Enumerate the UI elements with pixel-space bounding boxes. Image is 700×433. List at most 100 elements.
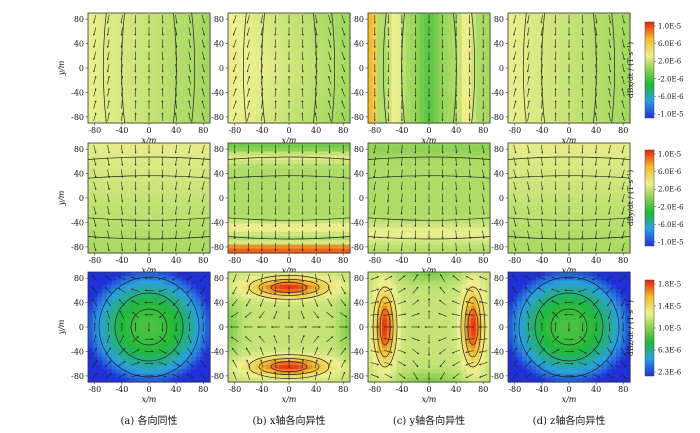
y-tick-label: -80 [71,243,84,252]
heat-cell [205,38,211,44]
heat-cell [485,118,491,124]
heat-cell [139,210,145,216]
heat-cell [242,59,248,65]
heat-cell [246,219,253,224]
heat-cell [274,63,281,69]
heat-cell [331,210,337,216]
vector-arrow [233,88,237,97]
heat-cell [303,151,309,157]
heat-cell [377,240,383,246]
heat-cell [298,240,304,246]
heat-cell [554,68,561,73]
heat-cell [471,13,477,18]
heat-cell [620,51,626,56]
heat-cell [116,89,122,94]
heat-cell [368,159,374,165]
heat-cell [270,219,276,224]
heat-cell [587,76,594,82]
heat-cell [260,42,267,48]
heat-cell [242,214,248,220]
heat-cell [321,172,328,178]
heat-cell [191,181,197,186]
heat-cell [153,93,159,99]
heat-cell [88,227,94,233]
heat-cell [372,38,378,44]
heat-cell [307,227,314,233]
heat-cell [228,240,234,246]
heat-cell [396,219,402,224]
heat-cell [289,29,295,35]
heat-cell [242,164,248,169]
heat-cell [377,76,383,82]
vector-arrow [161,75,164,85]
vector-arrow [107,218,110,227]
heat-cell [326,46,332,52]
heat-cell [522,46,528,52]
heat-cell [400,151,407,157]
heat-cell [414,110,421,116]
heat-cell [382,164,388,169]
heat-cell [270,176,276,182]
heat-cell [130,159,136,165]
heat-cell [102,76,108,82]
heat-cell [429,101,435,107]
heat-cell [475,46,482,52]
heat-cell [382,181,388,186]
heat-cell [587,34,594,39]
heat-cell [251,164,257,169]
heat-cell [270,143,276,148]
heat-cell [615,13,622,18]
heat-cell [256,29,262,35]
heat-cell [265,223,271,229]
heat-cell [149,68,155,73]
heat-cell [386,210,393,216]
heat-cell [615,68,622,73]
vector-arrow [201,230,205,240]
heat-cell [625,93,631,99]
heat-cell [447,93,454,99]
heat-cell [429,118,435,124]
heat-cell [345,25,351,31]
heat-cell [177,189,183,195]
heat-cell [485,68,491,73]
heat-cell [92,101,98,107]
heat-cell [317,13,323,18]
heat-cell [111,59,117,65]
heat-cell [242,151,248,157]
heat-cell [526,42,533,48]
heat-cell [149,147,155,153]
heat-cell [597,114,603,120]
heat-cell [396,51,402,56]
heat-cell [298,231,304,237]
heat-cell [102,227,108,233]
y-tick-label: 0 [79,64,84,73]
heat-cell [326,97,332,103]
heat-cell [396,244,402,250]
heat-cell [111,185,117,191]
heat-cell [620,106,626,111]
vector-arrow [233,100,237,109]
heat-cell [615,110,622,116]
vector-arrow [328,27,332,36]
heat-cell [475,42,482,48]
vector-arrow [174,242,177,252]
heat-cell [382,198,388,203]
heat-cell [405,210,411,216]
heat-cell [424,93,430,99]
heat-cell [200,38,206,44]
heat-cell [377,227,383,233]
heat-cell [536,76,542,82]
heat-cell [120,101,127,107]
heat-cell [186,227,192,233]
heat-cell [246,189,253,195]
heat-cell [158,46,164,52]
heat-cell [195,72,202,78]
heat-cell [312,206,318,212]
heat-cell [144,118,150,124]
heat-cell [321,198,328,203]
heat-cell [274,17,281,23]
heat-cell [592,13,598,18]
heat-cell [200,21,206,27]
heat-cell [321,219,328,224]
heat-cell [149,93,155,99]
